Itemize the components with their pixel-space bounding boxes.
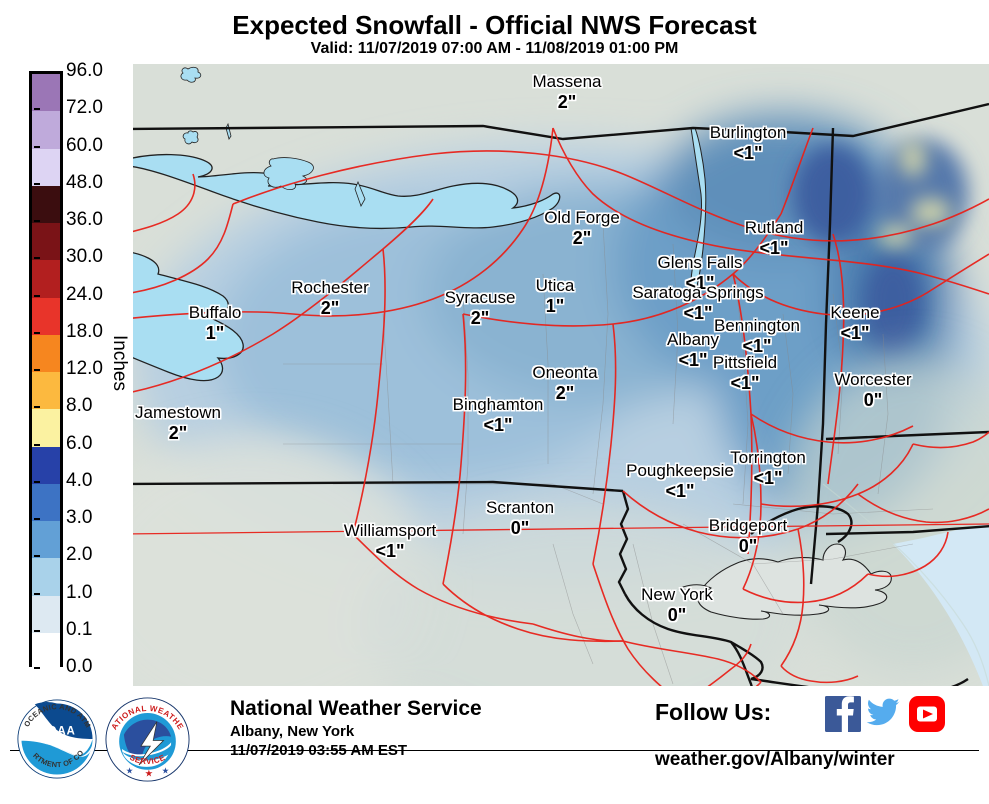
svg-text:NOAA: NOAA [38,726,76,738]
svg-text:★: ★ [145,768,153,779]
svg-text:★: ★ [126,766,134,776]
svg-text:★: ★ [162,766,170,776]
